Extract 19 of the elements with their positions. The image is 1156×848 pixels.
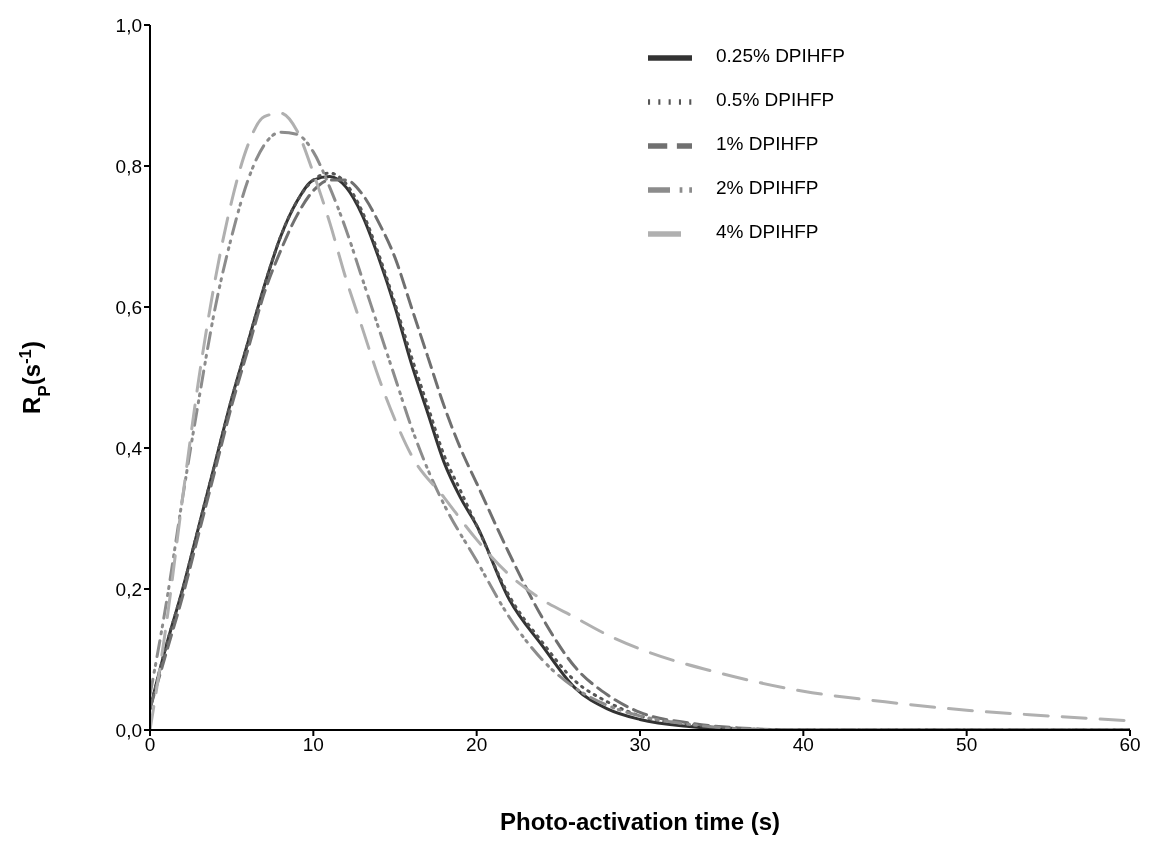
y-tick-label: 0,6	[115, 296, 142, 318]
y-tick-label: 1,0	[115, 14, 142, 36]
x-tick-label: 40	[792, 734, 814, 756]
legend-label: 0.5% DPIHFP	[716, 89, 835, 111]
x-tick-label: 0	[144, 734, 156, 756]
legend-label: 1% DPIHFP	[716, 133, 819, 155]
legend-label: 4% DPIHFP	[716, 221, 819, 243]
legend-label: 2% DPIHFP	[716, 177, 819, 199]
x-tick-label: 50	[956, 734, 978, 756]
x-tick-label: 20	[466, 734, 488, 756]
x-tick-label: 10	[302, 734, 324, 756]
y-tick-label: 0,4	[115, 437, 143, 459]
y-tick-label: 0,8	[115, 155, 142, 177]
x-axis-title: Photo-activation time (s)	[499, 808, 781, 835]
x-tick-label: 30	[629, 734, 651, 756]
x-tick-label: 60	[1119, 734, 1141, 756]
legend-label: 0.25% DPIHFP	[716, 45, 845, 67]
y-tick-label: 0,2	[115, 578, 142, 600]
y-tick-label: 0,0	[115, 719, 142, 741]
